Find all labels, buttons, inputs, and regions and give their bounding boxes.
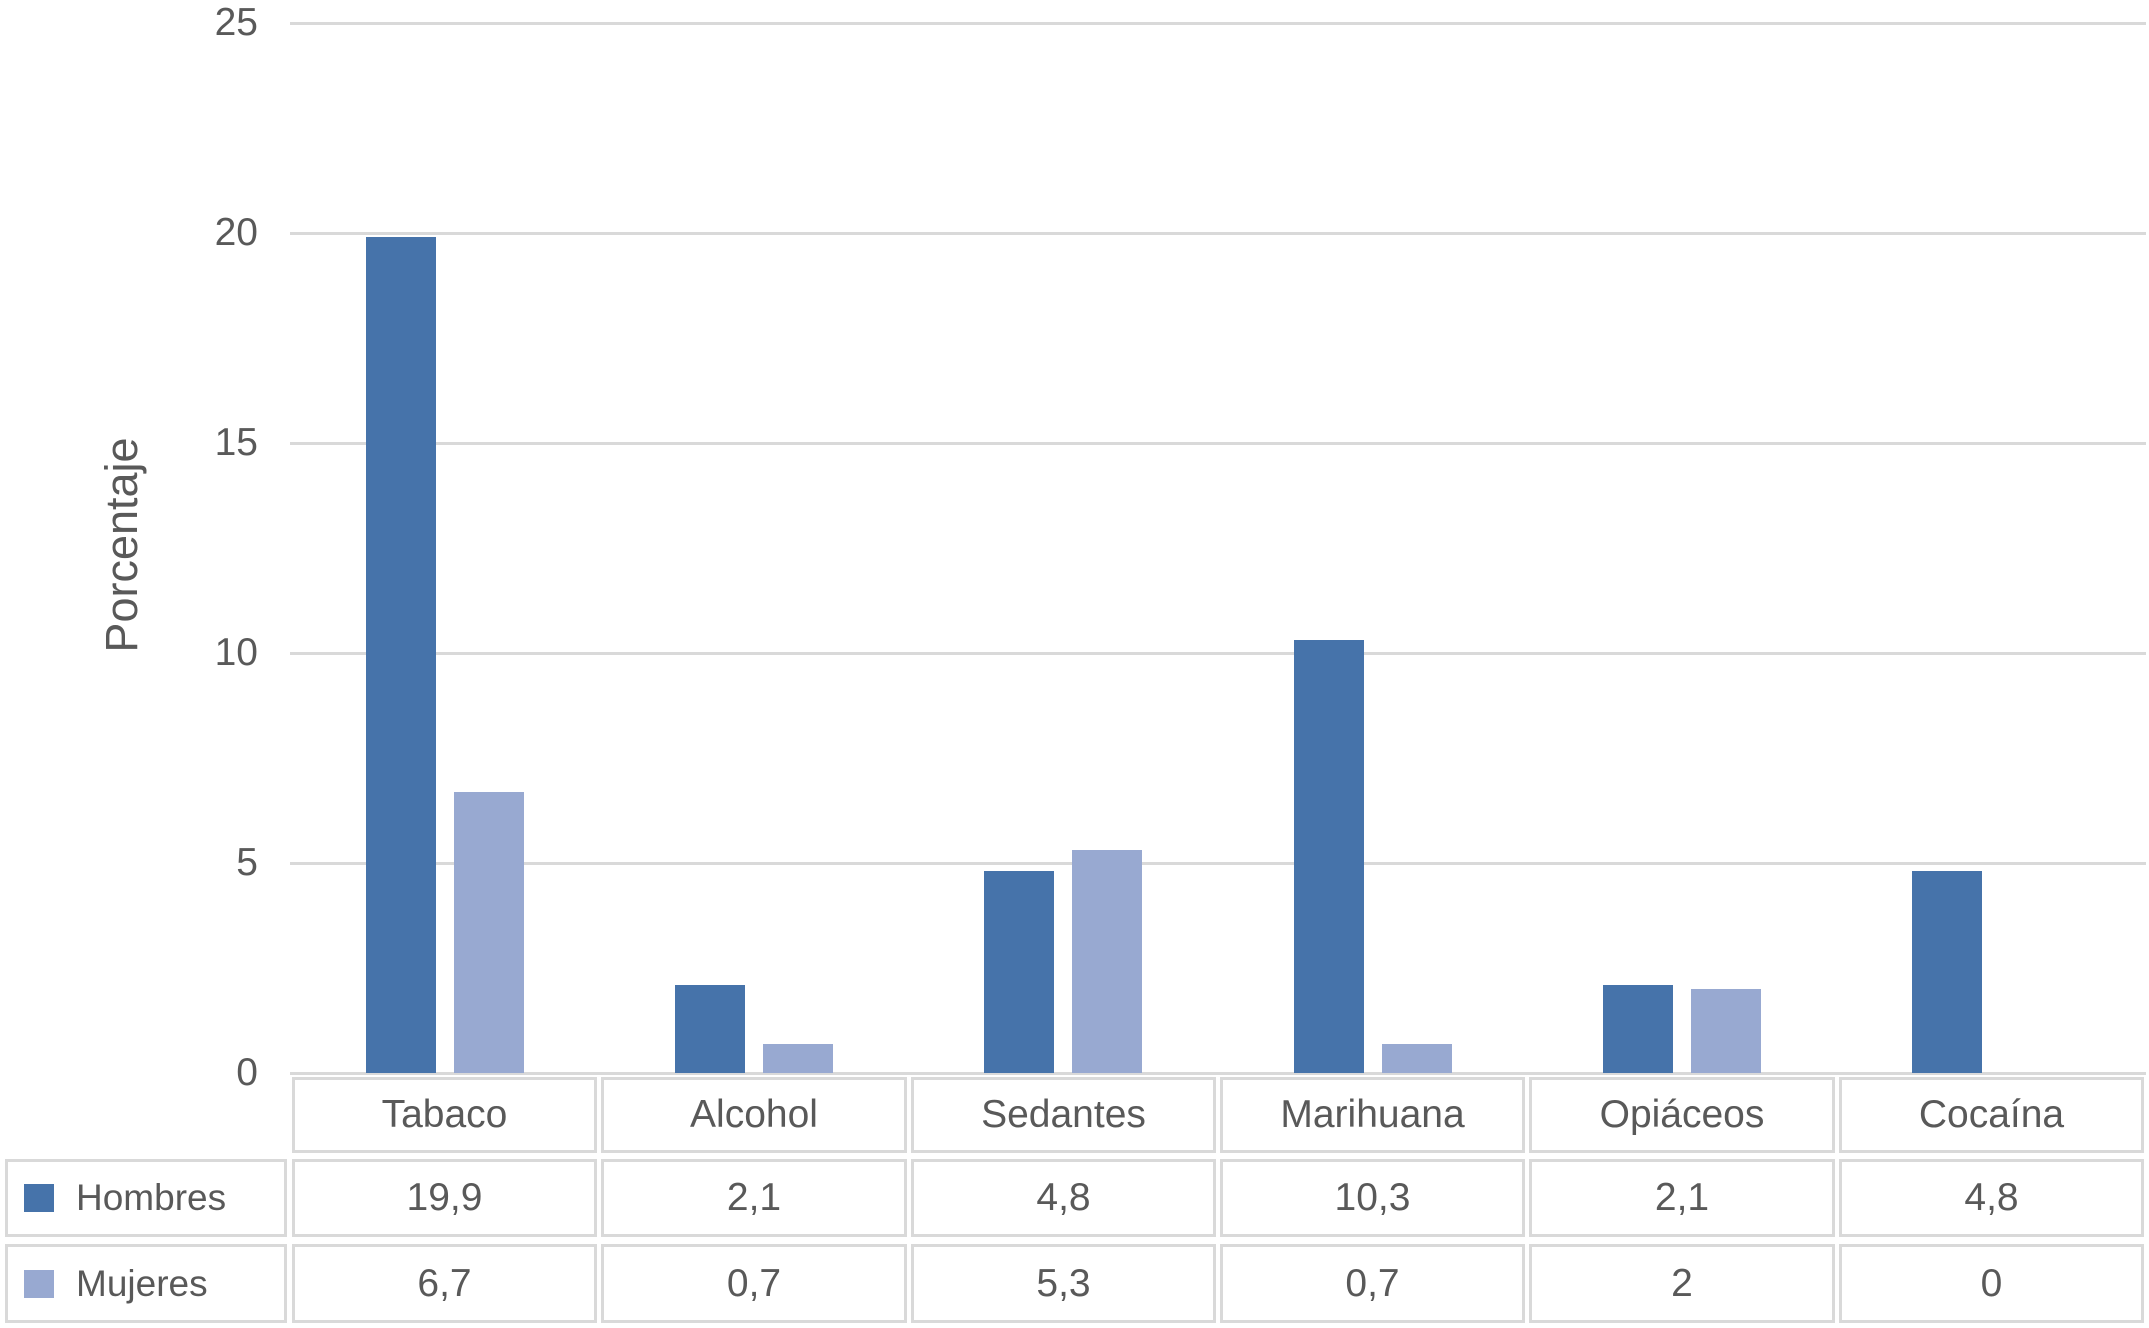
- gridline-15: [290, 442, 2146, 445]
- bar-mujeres-sedantes: [1072, 850, 1142, 1073]
- table-header-cocaina: Cocaína: [1839, 1077, 2144, 1153]
- legend-mujeres: Mujeres: [5, 1244, 287, 1323]
- legend-hombres: Hombres: [5, 1159, 287, 1237]
- y-tick-label-15: 15: [214, 421, 258, 464]
- gridline-25: [290, 22, 2146, 25]
- table-cell-hombres-marihuana: 10,3: [1220, 1159, 1525, 1237]
- table-cell-mujeres-cocaina: 0: [1839, 1244, 2144, 1323]
- bar-mujeres-marihuana: [1382, 1044, 1452, 1073]
- bar-mujeres-alcohol: [763, 1044, 833, 1073]
- bar-hombres-tabaco: [366, 237, 436, 1073]
- table-cell-hombres-alcohol: 2,1: [601, 1159, 907, 1237]
- table-cell-hombres-sedantes: 4,8: [911, 1159, 1216, 1237]
- table-cell-hombres-opiaceos: 2,1: [1529, 1159, 1835, 1237]
- bar-hombres-cocaina: [1912, 871, 1982, 1073]
- table-cell-hombres-cocaina: 4,8: [1839, 1159, 2144, 1237]
- table-cell-hombres-tabaco: 19,9: [292, 1159, 597, 1237]
- y-tick-label-10: 10: [214, 631, 258, 674]
- table-header-alcohol: Alcohol: [601, 1077, 907, 1153]
- table-cell-mujeres-alcohol: 0,7: [601, 1244, 907, 1323]
- bar-mujeres-tabaco: [454, 792, 524, 1073]
- y-tick-label-0: 0: [236, 1051, 258, 1094]
- gridline-0: [290, 1072, 2146, 1075]
- table-cell-mujeres-opiaceos: 2: [1529, 1244, 1835, 1323]
- legend-label-hombres: Hombres: [76, 1177, 227, 1218]
- bar-hombres-sedantes: [984, 871, 1054, 1073]
- table-header-sedantes: Sedantes: [911, 1077, 1216, 1153]
- bar-hombres-alcohol: [675, 985, 745, 1073]
- y-axis-title: Porcentaje: [96, 437, 147, 653]
- hombres-color-swatch-icon: [24, 1184, 54, 1212]
- mujeres-color-swatch-icon: [24, 1269, 54, 1298]
- y-tick-label-20: 20: [214, 211, 258, 254]
- bar-hombres-marihuana: [1294, 640, 1364, 1073]
- table-cell-mujeres-tabaco: 6,7: [292, 1244, 597, 1323]
- table-header-tabaco: Tabaco: [292, 1077, 597, 1153]
- table-header-opiaceos: Opiáceos: [1529, 1077, 1835, 1153]
- y-tick-label-25: 25: [214, 1, 258, 44]
- gridline-5: [290, 862, 2146, 865]
- table-cell-mujeres-sedantes: 5,3: [911, 1244, 1216, 1323]
- gridline-20: [290, 232, 2146, 235]
- y-tick-label-5: 5: [236, 841, 258, 884]
- legend-label-mujeres: Mujeres: [76, 1262, 208, 1304]
- gridline-10: [290, 652, 2146, 655]
- table-header-marihuana: Marihuana: [1220, 1077, 1525, 1153]
- bar-hombres-opiaceos: [1603, 985, 1673, 1073]
- table-cell-mujeres-marihuana: 0,7: [1220, 1244, 1525, 1323]
- bar-mujeres-opiaceos: [1691, 989, 1761, 1073]
